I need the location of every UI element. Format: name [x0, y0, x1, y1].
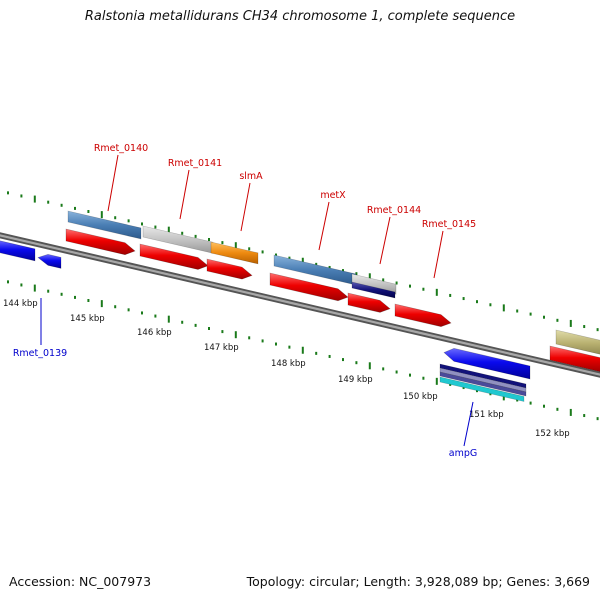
- cds-arrow-forward: [347, 292, 391, 313]
- gene-labels: Rmet_0140Rmet_0141slmAmetXRmet_0144Rmet_…: [13, 143, 477, 459]
- genome-summary-text: Topology: circular; Length: 3,928,089 bp…: [246, 574, 590, 589]
- gene-label: Rmet_0145: [422, 219, 476, 230]
- axis-tick-label: 147 kbp: [204, 343, 239, 353]
- gene-feature-bar: [555, 329, 600, 355]
- axis-tick-label: 145 kbp: [70, 314, 105, 324]
- cds-arrow-forward: [269, 272, 349, 302]
- cds-arrow-reverse: [0, 240, 36, 262]
- gene-feature-bar: [351, 281, 396, 299]
- axis-tick-label: 144 kbp: [3, 299, 38, 309]
- gene-label: ampG: [449, 448, 477, 459]
- gene-feature-bar: [210, 241, 259, 265]
- axis-tick-label: 150 kbp: [403, 392, 438, 402]
- axis-tick-label: 148 kbp: [271, 359, 306, 369]
- gene-feature-bar: [439, 371, 527, 397]
- cds-arrow-reverse: [37, 254, 62, 269]
- gene-label-leader: [179, 169, 190, 220]
- gene-feature-bar: [351, 273, 397, 295]
- cds-arrow-forward: [139, 243, 209, 270]
- gene-label-leader: [433, 230, 444, 279]
- gene-feature-bar: [67, 210, 142, 240]
- axis-tick-label: 152 kbp: [535, 429, 570, 439]
- gene-label-leader: [107, 154, 119, 212]
- gene-label-leader: [463, 401, 474, 447]
- gene-label: Rmet_0144: [367, 205, 421, 216]
- chromosome-backbone: [0, 232, 600, 378]
- axis-tick-label: 151 kbp: [469, 410, 504, 420]
- cds-arrow-forward: [394, 303, 452, 327]
- cds-arrow-forward: [65, 228, 136, 256]
- axis-tick-labels: 144 kbp 145 kbp 146 kbp 147 kbp 148 kbp 149 k…: [3, 299, 570, 439]
- gene-label: slmA: [239, 171, 263, 182]
- gene-label-leader: [379, 216, 391, 265]
- gene-label: metX: [320, 190, 346, 201]
- axis-tick-label: 146 kbp: [137, 328, 172, 338]
- gene-label: Rmet_0139: [13, 348, 67, 359]
- gene-label: Rmet_0140: [94, 143, 148, 154]
- bottom-tick-track: [7, 280, 599, 421]
- gene-label: Rmet_0141: [168, 158, 222, 169]
- map-title: Ralstonia metallidurans CH34 chromosome …: [84, 9, 516, 24]
- gene-feature-bar: [439, 376, 525, 402]
- cds-arrow-forward: [206, 258, 253, 280]
- cds-arrow-reverse: [443, 348, 531, 380]
- feature-tracks: [0, 210, 600, 402]
- accession-text: Accession: NC_007973: [9, 574, 152, 589]
- cds-arrow-forward: [549, 345, 600, 372]
- axis-tick-label: 149 kbp: [338, 375, 373, 385]
- gene-label-leader: [240, 182, 251, 232]
- gene-label-leader: [318, 201, 330, 251]
